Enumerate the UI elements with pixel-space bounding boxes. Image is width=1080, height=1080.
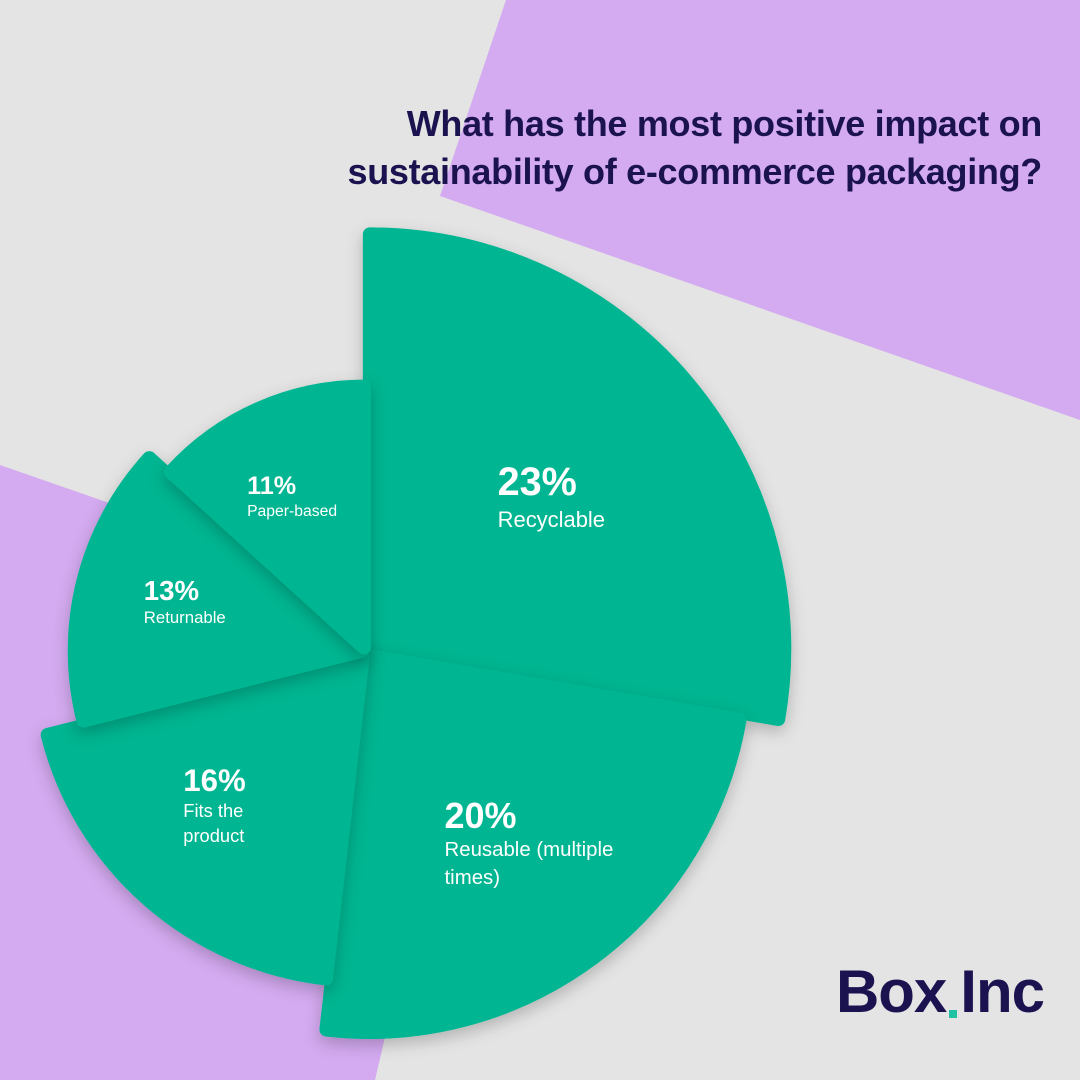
pie-slice <box>362 227 792 727</box>
value-label: 20% <box>444 795 517 837</box>
pie-slice <box>40 648 370 986</box>
category-label: Reusable (multiple times) <box>444 839 614 889</box>
pie-slice <box>67 451 369 728</box>
value-label: 11% <box>247 472 297 501</box>
category-label: Returnable <box>143 608 226 627</box>
logo-text: Box <box>835 958 947 1025</box>
logo-dot <box>949 1010 958 1018</box>
chart-title: What has the most positive impact on sus… <box>347 103 1042 192</box>
slice-label: 20% Reusable (multiple times) <box>445 795 645 892</box>
value-label: 23% <box>497 459 577 504</box>
category-label: Fits the product <box>183 799 245 846</box>
category-label: Paper-based <box>247 503 338 521</box>
logo: Box Inc <box>835 958 1045 1025</box>
category-label: Recyclable <box>497 506 606 532</box>
value-label: 16% <box>183 762 246 798</box>
slice-label: 16% Fits the product <box>183 763 278 848</box>
pie-slice <box>164 379 371 655</box>
pie <box>40 227 792 1039</box>
bg-shape <box>440 0 1080 420</box>
logo-text: Inc <box>960 958 1045 1025</box>
value-label: 13% <box>143 575 200 606</box>
slice-label: 11% Paper-based <box>247 472 337 522</box>
slice-label: 13% Returnable <box>144 575 226 630</box>
pie-slice <box>319 648 747 1039</box>
slice-label: 23% Recyclable <box>498 460 605 535</box>
